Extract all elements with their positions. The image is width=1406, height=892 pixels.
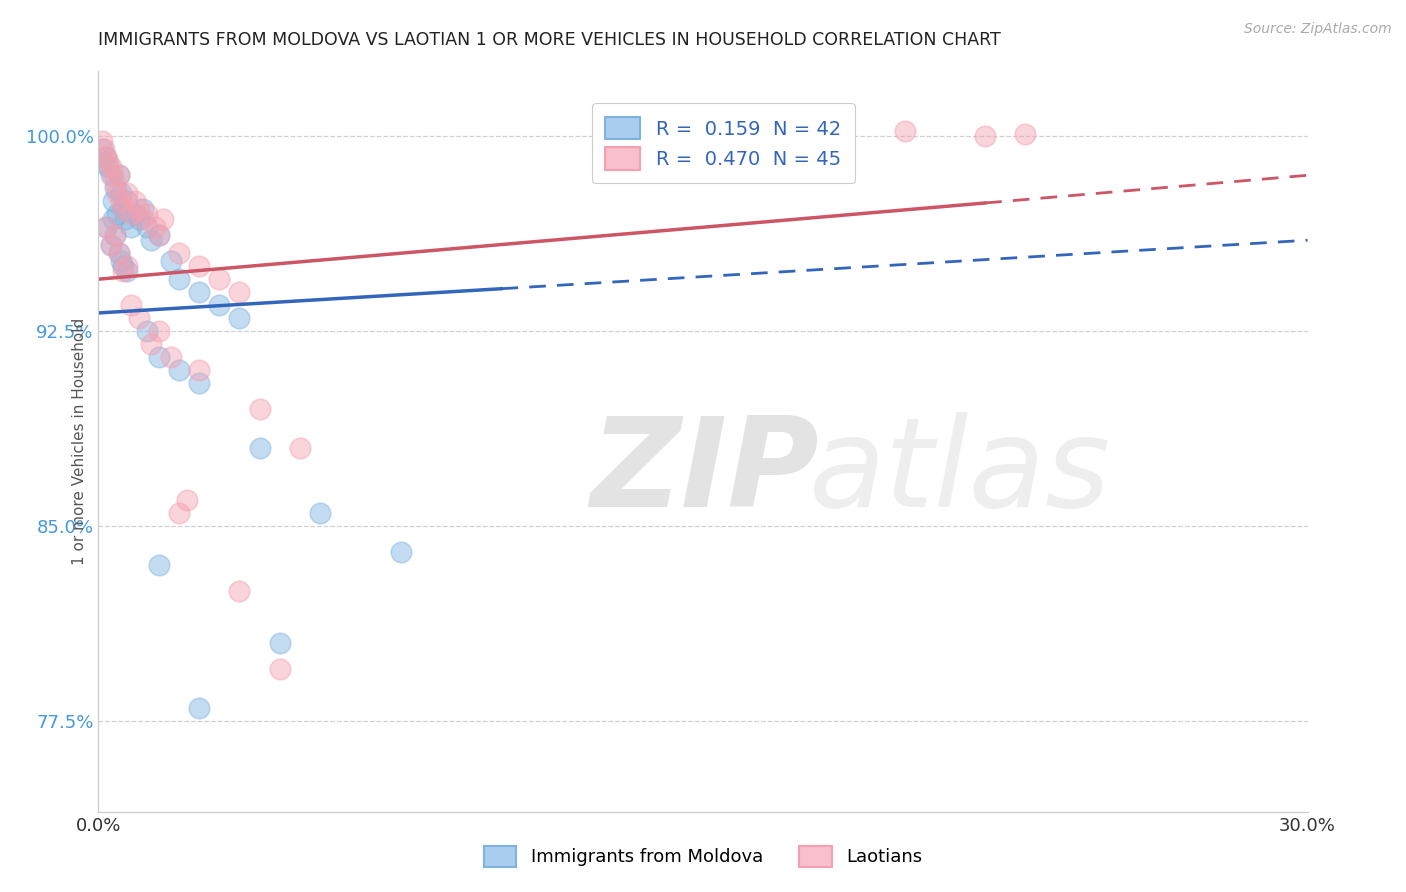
Point <box>269 662 291 676</box>
Point <box>269 636 291 650</box>
Point <box>120 220 142 235</box>
Point <box>105 186 128 201</box>
Point <box>115 186 138 201</box>
Point <box>93 155 115 169</box>
Point <box>96 220 118 235</box>
Point <box>135 207 157 221</box>
Point <box>110 254 132 268</box>
Point <box>93 142 115 156</box>
Point <box>228 285 250 300</box>
Point <box>100 168 122 182</box>
Point <box>128 311 150 326</box>
Point <box>111 202 134 216</box>
Point <box>132 212 155 227</box>
Point <box>96 150 118 164</box>
Point <box>188 259 211 273</box>
Point <box>176 493 198 508</box>
Point <box>97 155 120 169</box>
Point <box>107 168 129 182</box>
Point <box>139 233 162 247</box>
Point <box>96 150 118 164</box>
Point <box>188 701 211 715</box>
Point <box>188 285 211 300</box>
Point <box>208 298 231 312</box>
Point <box>101 194 124 209</box>
Point <box>148 324 170 338</box>
Point <box>167 272 190 286</box>
Point <box>309 506 332 520</box>
Text: Source: ZipAtlas.com: Source: ZipAtlas.com <box>1244 22 1392 37</box>
Point <box>105 207 128 221</box>
Point <box>135 220 157 235</box>
Legend: Immigrants from Moldova, Laotians: Immigrants from Moldova, Laotians <box>477 838 929 874</box>
Point <box>389 545 412 559</box>
Point <box>132 202 155 216</box>
Point <box>228 311 250 326</box>
Point <box>893 124 915 138</box>
Point <box>128 202 150 216</box>
Point <box>148 350 170 364</box>
Point <box>111 259 134 273</box>
Point <box>114 212 136 227</box>
Point <box>107 246 129 260</box>
Point <box>103 176 125 190</box>
Legend: R =  0.159  N = 42, R =  0.470  N = 45: R = 0.159 N = 42, R = 0.470 N = 45 <box>592 103 855 183</box>
Point <box>101 168 124 182</box>
Point <box>167 506 190 520</box>
Point <box>160 350 183 364</box>
Point <box>111 202 134 216</box>
Point <box>128 212 150 227</box>
Point <box>115 264 138 278</box>
Point <box>228 583 250 598</box>
Point <box>100 238 122 252</box>
Point <box>124 207 146 221</box>
Point <box>974 129 997 144</box>
Point <box>148 558 170 572</box>
Point <box>120 298 142 312</box>
Point <box>100 161 122 175</box>
Point <box>110 186 132 201</box>
Point <box>188 376 211 390</box>
Point <box>160 254 183 268</box>
Point <box>97 161 120 175</box>
Point <box>107 168 129 182</box>
Text: atlas: atlas <box>808 412 1111 533</box>
Point <box>124 194 146 209</box>
Text: ZIP: ZIP <box>591 412 820 533</box>
Point <box>103 181 125 195</box>
Point <box>91 142 114 156</box>
Point <box>103 227 125 242</box>
Point <box>120 207 142 221</box>
Point <box>100 238 122 252</box>
Point <box>1014 127 1036 141</box>
Point <box>135 324 157 338</box>
Point <box>249 402 271 417</box>
Point <box>208 272 231 286</box>
Point <box>96 220 118 235</box>
Point <box>143 220 166 235</box>
Point <box>148 227 170 242</box>
Point <box>139 337 162 351</box>
Text: IMMIGRANTS FROM MOLDOVA VS LAOTIAN 1 OR MORE VEHICLES IN HOUSEHOLD CORRELATION C: IMMIGRANTS FROM MOLDOVA VS LAOTIAN 1 OR … <box>98 31 1001 49</box>
Point <box>167 363 190 377</box>
Point <box>152 212 174 227</box>
Point <box>249 441 271 455</box>
Y-axis label: 1 or more Vehicles in Household: 1 or more Vehicles in Household <box>72 318 87 566</box>
Point <box>101 212 124 227</box>
Point <box>148 227 170 242</box>
Point <box>107 246 129 260</box>
Point <box>103 227 125 242</box>
Point <box>111 264 134 278</box>
Point <box>115 259 138 273</box>
Point <box>188 363 211 377</box>
Point <box>115 194 138 209</box>
Point <box>91 135 114 149</box>
Point <box>167 246 190 260</box>
Point <box>288 441 311 455</box>
Point <box>110 194 132 209</box>
